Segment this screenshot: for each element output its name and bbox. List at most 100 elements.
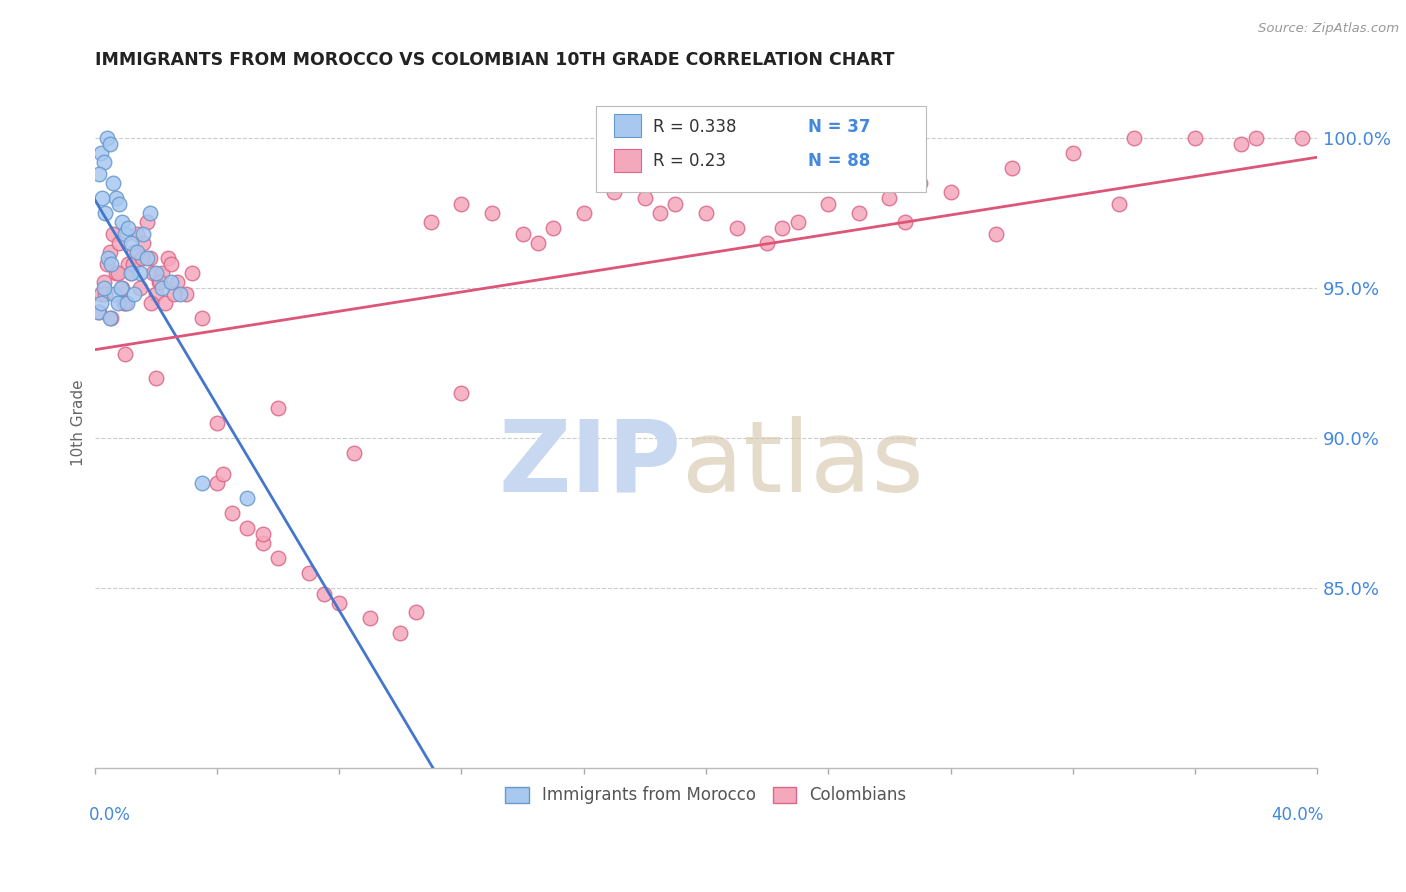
Point <box>94 206 117 220</box>
Point <box>650 206 672 220</box>
Point <box>91 191 114 205</box>
Point <box>634 191 657 205</box>
Text: 40.0%: 40.0% <box>1271 805 1323 823</box>
Point <box>89 305 111 319</box>
Point <box>450 197 472 211</box>
Point <box>236 491 259 505</box>
Point <box>107 296 129 310</box>
Point <box>150 266 173 280</box>
Text: N = 37: N = 37 <box>807 118 870 136</box>
Point <box>86 305 108 319</box>
Point <box>120 266 142 280</box>
Point <box>108 236 131 251</box>
Point <box>156 252 179 266</box>
Point <box>1108 197 1130 211</box>
Point <box>127 227 149 242</box>
Point <box>1230 137 1253 152</box>
Point <box>149 275 172 289</box>
Point <box>127 245 149 260</box>
Point <box>117 257 139 271</box>
Point <box>786 215 808 229</box>
Point <box>129 266 152 280</box>
Point <box>939 186 962 200</box>
Point <box>131 252 153 266</box>
Point <box>142 266 165 280</box>
Point <box>236 521 259 535</box>
Point <box>100 311 122 326</box>
Point <box>101 177 124 191</box>
Point <box>190 476 212 491</box>
Point <box>153 296 176 310</box>
Point <box>160 275 183 289</box>
Point <box>108 197 131 211</box>
Point <box>94 287 117 301</box>
Text: N = 88: N = 88 <box>807 153 870 170</box>
Point <box>205 416 228 430</box>
Point <box>343 446 366 460</box>
Point <box>908 177 931 191</box>
Point <box>986 227 1008 242</box>
Point <box>879 191 901 205</box>
Point <box>132 227 155 242</box>
Point <box>111 215 134 229</box>
Point <box>89 168 111 182</box>
Point <box>405 605 427 619</box>
FancyBboxPatch shape <box>614 149 641 171</box>
Point <box>252 527 274 541</box>
Point <box>103 287 125 301</box>
Point <box>138 206 160 220</box>
Point <box>138 252 160 266</box>
Text: IMMIGRANTS FROM MOROCCO VS COLOMBIAN 10TH GRADE CORRELATION CHART: IMMIGRANTS FROM MOROCCO VS COLOMBIAN 10T… <box>94 51 894 69</box>
Point <box>129 281 152 295</box>
Point <box>297 566 319 580</box>
Y-axis label: 10th Grade: 10th Grade <box>72 380 86 467</box>
Point <box>419 215 441 229</box>
Point <box>572 206 595 220</box>
Point <box>527 236 550 251</box>
Point <box>98 245 121 260</box>
Point <box>107 266 129 280</box>
Point <box>101 227 124 242</box>
Point <box>359 611 381 625</box>
Point <box>117 221 139 235</box>
Point <box>893 215 915 229</box>
Point <box>205 476 228 491</box>
Point <box>664 197 686 211</box>
Point <box>1291 131 1313 145</box>
Point <box>725 221 748 235</box>
Point <box>139 296 162 310</box>
Point <box>112 296 135 310</box>
Point <box>328 596 350 610</box>
Point <box>1062 146 1084 161</box>
Point <box>1123 131 1146 145</box>
Point <box>114 347 136 361</box>
FancyBboxPatch shape <box>614 114 641 137</box>
Point <box>148 275 170 289</box>
Point <box>132 236 155 251</box>
Point <box>221 506 243 520</box>
Point <box>160 257 183 271</box>
Point <box>145 287 167 301</box>
Point <box>98 137 121 152</box>
Text: 0.0%: 0.0% <box>89 805 131 823</box>
Point <box>121 257 143 271</box>
Point <box>104 191 127 205</box>
Point <box>181 266 204 280</box>
Point <box>166 275 188 289</box>
Point <box>174 287 197 301</box>
Point <box>135 215 157 229</box>
Point <box>115 296 138 310</box>
Point <box>124 287 146 301</box>
Point <box>150 281 173 295</box>
Point <box>90 146 112 161</box>
Point <box>848 206 870 220</box>
Point <box>163 287 186 301</box>
Point <box>124 245 146 260</box>
Text: atlas: atlas <box>682 416 924 513</box>
Point <box>90 296 112 310</box>
Point <box>93 275 115 289</box>
Point <box>98 311 121 326</box>
Point <box>267 551 290 566</box>
Point <box>1001 161 1024 176</box>
Point <box>97 252 120 266</box>
